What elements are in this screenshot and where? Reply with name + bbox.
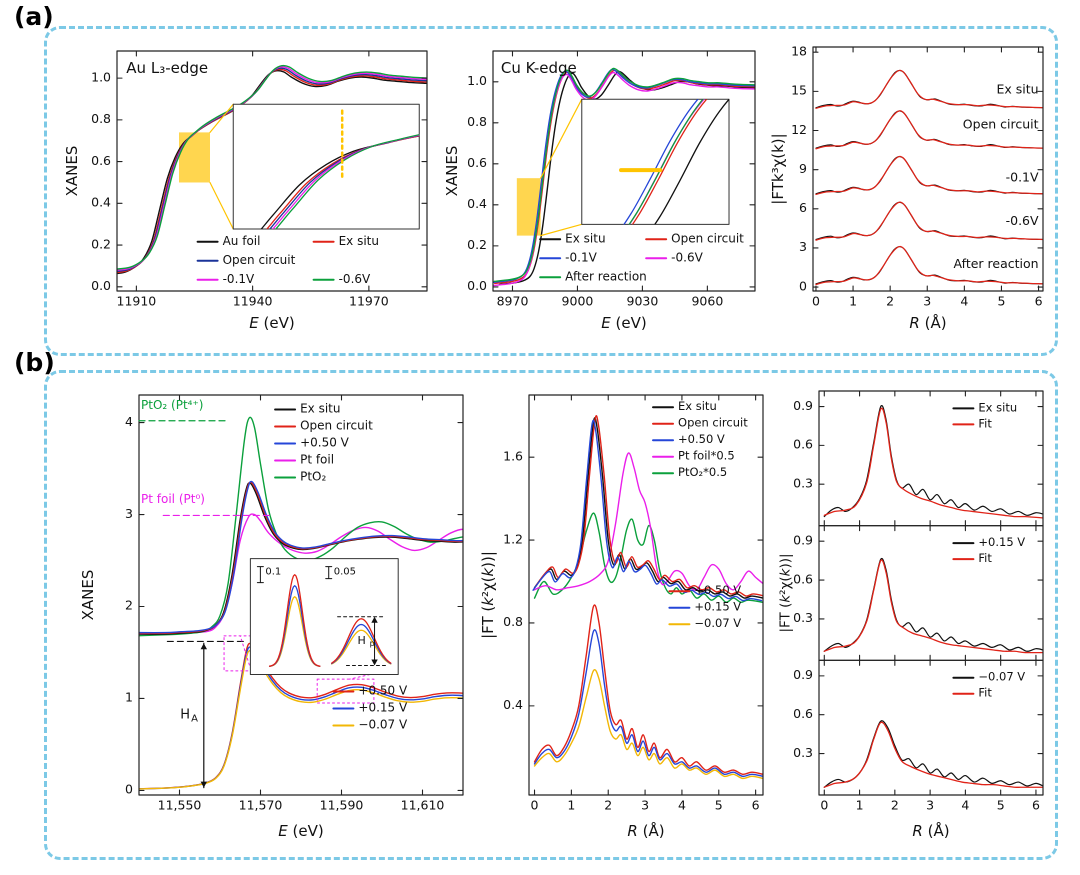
chart-pt-xanes [75, 383, 473, 845]
panel-b-label: (b) [14, 348, 55, 377]
chart-pt-ft-fit-panels [773, 383, 1051, 845]
panel-b [44, 370, 1058, 860]
chart-cu-k-edge-xanes [439, 37, 763, 337]
chart-au-l3-edge-xanes [59, 37, 437, 337]
panel-a-label: (a) [14, 2, 54, 31]
chart-pt-ft-exafs [475, 383, 771, 845]
chart-ft-exafs-stack [765, 35, 1051, 337]
panel-a [44, 26, 1058, 356]
